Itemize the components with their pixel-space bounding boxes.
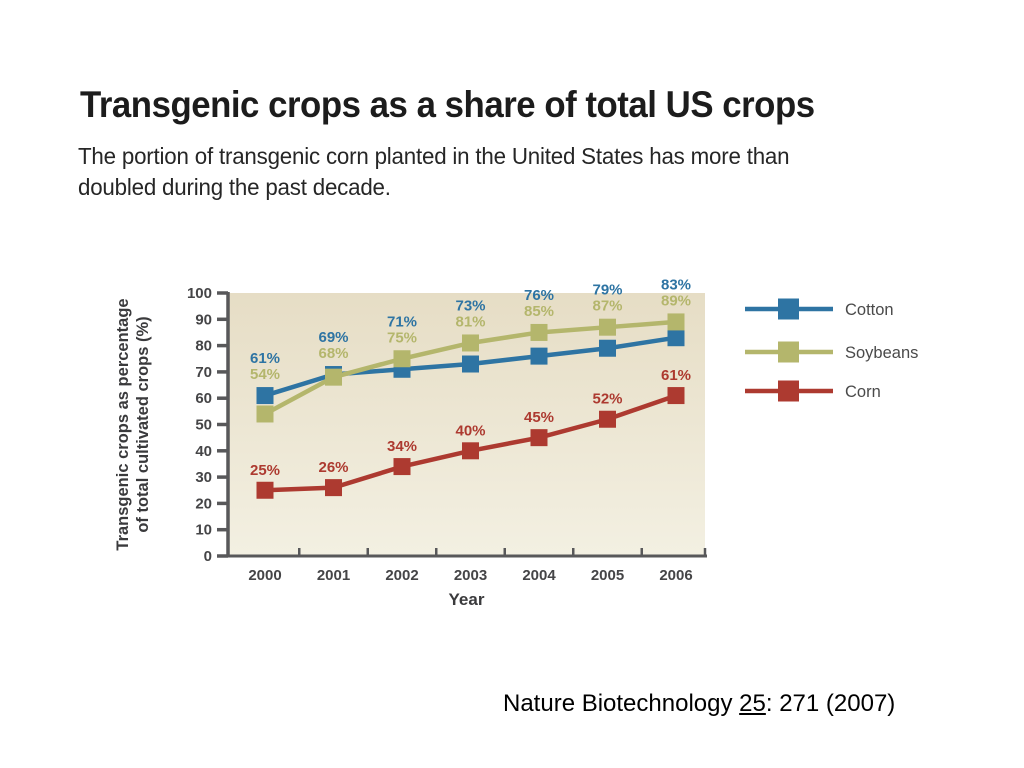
data-label-cotton: 69%: [318, 329, 348, 346]
cotton-marker: [256, 387, 274, 405]
transgenic-crops-chart: 0 10 20 30 40 50 60 70 80 90 100 2000 2001 2002 2003 20…: [95, 240, 940, 630]
legend-marker: [778, 341, 799, 363]
legend-entry-soybeans: Soybeans: [745, 341, 918, 363]
legend-label: Cotton: [845, 301, 894, 319]
y-tick-label: 80: [195, 338, 212, 355]
legend-marker: [778, 298, 799, 320]
y-tick-label: 0: [204, 548, 212, 565]
cotton-marker: [462, 355, 479, 373]
y-tick-label: 10: [195, 522, 212, 539]
y-axis-ticks: 0 10 20 30 40 50 60 70 80 90 100: [187, 285, 228, 565]
data-label-cotton: 71%: [387, 313, 417, 330]
citation: Nature Biotechnology 25: 271 (2007): [503, 690, 895, 718]
data-label-soybeans: 68%: [318, 345, 348, 362]
x-tick-label: 2001: [317, 567, 350, 584]
x-tick-label: 2002: [385, 567, 418, 584]
citation-suffix: : 271 (2007): [765, 690, 896, 717]
y-tick-label: 50: [195, 417, 212, 434]
series-corn: [256, 387, 685, 499]
x-tick-label: 2004: [522, 567, 556, 584]
data-label-cotton: 73%: [455, 297, 485, 314]
corn-marker: [530, 429, 548, 447]
page-subtitle: The portion of transgenic corn planted i…: [78, 143, 790, 200]
cotton-marker: [530, 347, 548, 365]
data-label-soybeans: 87%: [592, 298, 622, 315]
soybeans-marker: [393, 350, 411, 368]
data-label-cotton: 83%: [661, 276, 691, 293]
soybeans-marker: [530, 323, 548, 341]
y-tick-label: 100: [187, 285, 212, 302]
data-label-soybeans: 54%: [250, 366, 280, 383]
corn-marker: [325, 479, 342, 497]
corn-marker: [393, 458, 411, 476]
legend-marker: [778, 380, 799, 402]
x-tick-label: 2000: [248, 567, 281, 584]
legend-entry-corn: Corn: [745, 380, 881, 402]
data-label-corn: 25%: [250, 462, 280, 479]
legend-entry-cotton: Cotton: [745, 298, 894, 320]
citation-prefix: Nature Biotechnology: [503, 690, 740, 717]
x-tick-label: 2005: [591, 567, 624, 584]
cotton-marker: [599, 339, 616, 357]
y-tick-label: 60: [195, 390, 212, 407]
data-label-corn: 52%: [592, 391, 622, 408]
corn-marker: [667, 387, 685, 405]
x-tick-label: 2003: [454, 567, 487, 584]
soybeans-marker: [599, 318, 616, 336]
legend: Cotton Soybeans Corn: [745, 298, 918, 402]
soybeans-marker: [462, 334, 479, 352]
y-tick-label: 90: [195, 311, 212, 328]
series-soybeans: [256, 313, 685, 423]
data-label-cotton: 76%: [524, 287, 554, 304]
y-tick-label: 70: [195, 364, 212, 381]
data-label-cotton: 61%: [250, 350, 280, 367]
y-tick-label: 40: [195, 443, 212, 460]
data-label-cotton: 79%: [592, 282, 622, 299]
citation-volume: 25: [739, 690, 766, 717]
corn-marker: [462, 442, 479, 460]
soybeans-marker: [667, 313, 685, 331]
page-title: Transgenic crops as a share of total US …: [80, 84, 815, 125]
soybeans-marker: [256, 405, 274, 423]
y-tick-label: 20: [195, 495, 212, 512]
x-tick-label: 2006: [659, 567, 692, 584]
data-label-corn: 34%: [387, 438, 417, 455]
legend-label: Corn: [845, 383, 881, 401]
data-label-corn: 26%: [318, 459, 348, 476]
data-label-corn: 45%: [524, 409, 554, 426]
data-label-corn: 40%: [455, 422, 485, 439]
x-axis-title: Year: [449, 590, 485, 609]
data-label-corn: 61%: [661, 367, 691, 384]
y-axis-title: Transgenic crops as percentage of total c…: [114, 298, 152, 550]
corn-marker: [599, 410, 616, 428]
soybeans-marker: [325, 368, 342, 386]
data-label-soybeans: 75%: [387, 329, 417, 346]
cotton-marker: [667, 329, 685, 347]
data-label-soybeans: 85%: [524, 303, 554, 320]
data-label-soybeans: 89%: [661, 292, 691, 309]
data-label-soybeans: 81%: [455, 313, 485, 330]
data-labels: 61%54%25%69%68%26%71%75%34%73%81%40%76%8…: [250, 276, 691, 478]
corn-marker: [256, 481, 274, 499]
x-axis-ticks: 2000 2001 2002 2003 2004 2005 2006: [248, 548, 707, 584]
y-tick-label: 30: [195, 469, 212, 486]
legend-label: Soybeans: [845, 344, 918, 362]
